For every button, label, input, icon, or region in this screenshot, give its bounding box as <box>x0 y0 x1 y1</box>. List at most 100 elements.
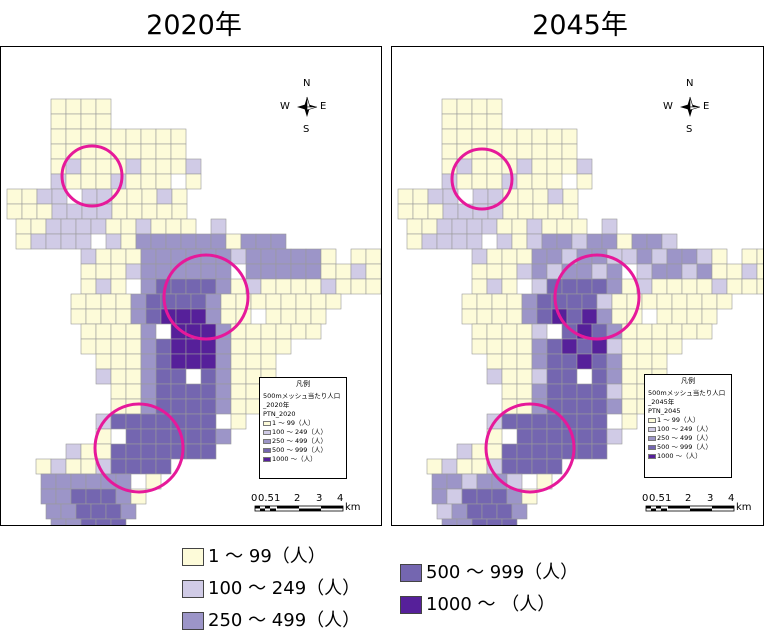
mesh-cell <box>155 443 172 460</box>
mesh-cell <box>171 188 188 205</box>
mesh-cell <box>636 353 653 370</box>
mesh-cell <box>501 128 518 145</box>
mesh-cell <box>561 353 578 370</box>
mesh-cell <box>185 263 202 280</box>
inset-legend-class: 1000 ～（人） <box>263 455 343 464</box>
mesh-cell <box>65 518 82 525</box>
compass-s: S <box>686 124 693 135</box>
mesh-cell <box>220 293 237 310</box>
mesh-cell <box>140 143 157 160</box>
mesh-cell <box>561 278 578 295</box>
mesh-cell <box>105 233 122 250</box>
mesh-cell <box>95 248 112 265</box>
scale-tick: 0.5 <box>258 493 274 504</box>
mesh-cell <box>70 308 87 325</box>
scale-tick: 0 <box>642 493 649 504</box>
mesh-cell <box>541 218 558 235</box>
mesh-cell <box>21 188 38 205</box>
mesh-cell <box>656 308 673 325</box>
mesh-cell <box>621 248 638 265</box>
mesh-cell <box>441 458 458 475</box>
mesh-cell <box>185 353 202 370</box>
mesh-cell <box>60 233 77 250</box>
inset-legend-field: PTN_2020 <box>263 410 296 418</box>
mesh-cell <box>245 353 262 370</box>
mesh-cell <box>576 173 593 190</box>
mesh-cell <box>110 518 127 525</box>
mesh-cell <box>155 338 172 355</box>
mesh-cell <box>586 233 603 250</box>
mesh-cell <box>80 128 97 145</box>
mesh-cell <box>571 218 588 235</box>
compass-e: E <box>320 101 327 112</box>
compass-w: W <box>663 101 673 112</box>
mesh-cell <box>81 188 98 205</box>
mesh-cell <box>320 248 337 265</box>
mesh-cell <box>95 278 112 295</box>
mesh-cell <box>215 338 232 355</box>
mesh-cell <box>140 128 157 145</box>
inset-legend-class: 100 ～ 249（人） <box>648 425 728 434</box>
mesh-cell <box>365 278 381 295</box>
mesh-cell <box>6 188 23 205</box>
mesh-cell <box>486 158 503 175</box>
mesh-cell <box>290 278 307 295</box>
mesh-cell <box>471 338 488 355</box>
mesh-cell <box>40 488 57 505</box>
mesh-cell <box>591 383 608 400</box>
mesh-cell <box>95 368 112 385</box>
mesh-cell <box>295 293 312 310</box>
mesh-cell <box>90 503 107 520</box>
mesh-cell <box>472 203 489 220</box>
mesh-cell <box>210 218 227 235</box>
mesh-cell <box>547 188 564 205</box>
mesh-cell <box>501 458 518 475</box>
mesh-cell <box>80 263 97 280</box>
legend-item-1000-plus: 1000 ～ （人） <box>400 594 555 616</box>
mesh-cell <box>451 233 468 250</box>
mesh-cell <box>651 278 668 295</box>
legend-item-500-999: 500 ～ 999（人） <box>400 562 578 584</box>
mesh-cell <box>696 278 713 295</box>
mesh-cell <box>170 278 187 295</box>
mesh-cell <box>170 368 187 385</box>
mesh-cell <box>516 413 533 430</box>
mesh-cell <box>651 323 668 340</box>
mesh-cell <box>486 113 503 130</box>
mesh-cell <box>412 203 429 220</box>
mesh-cell <box>156 188 173 205</box>
legend-item-250-499: 250 ～ 499（人） <box>182 610 360 632</box>
inset-legend-class: 500 ～ 999（人） <box>648 443 728 452</box>
mesh-cell <box>270 233 287 250</box>
mesh-cell <box>125 368 142 385</box>
mesh-cell <box>65 158 82 175</box>
mesh-cell <box>466 233 483 250</box>
mesh-cell <box>320 278 337 295</box>
mesh-cell <box>175 293 192 310</box>
mesh-cell <box>250 293 267 310</box>
mesh-cell <box>591 398 608 415</box>
mesh-cell <box>686 308 703 325</box>
highlight-ring <box>450 147 514 211</box>
mesh-cell <box>215 368 232 385</box>
mesh-cell <box>526 233 543 250</box>
mesh-cell <box>110 443 127 460</box>
mesh-cell <box>6 203 23 220</box>
mesh-cell <box>140 413 157 430</box>
mesh-cell <box>190 293 207 310</box>
mesh-cell <box>80 173 97 190</box>
scale-bar-graphic <box>254 505 344 512</box>
mesh-cell <box>427 188 444 205</box>
inset-legend-class: 500 ～ 999（人） <box>263 446 343 455</box>
compass-rose: N W E S <box>279 77 335 139</box>
mesh-cell <box>556 218 573 235</box>
mesh-cell <box>155 158 172 175</box>
mesh-cell <box>215 428 232 445</box>
mesh-cell <box>616 233 633 250</box>
mesh-cell <box>516 263 533 280</box>
mesh-cell <box>65 173 82 190</box>
mesh-cell <box>95 98 112 115</box>
mesh-cell <box>50 128 67 145</box>
mesh-cell <box>95 518 112 525</box>
mesh-cell <box>120 233 137 250</box>
